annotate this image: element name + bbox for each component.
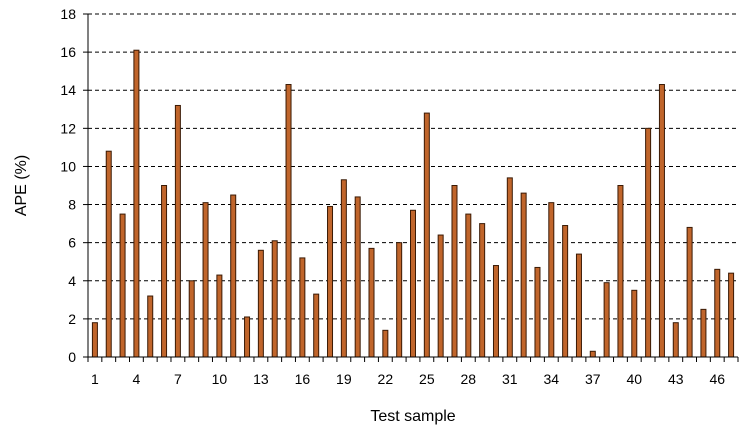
y-tick-label-16: 16 [60,44,76,60]
bar-sample-14 [271,240,278,358]
bar-sample-13 [257,249,264,358]
bar-sample-16 [299,257,306,358]
x-tick-label-22: 22 [378,371,394,387]
bar-sample-44 [686,226,693,358]
x-axis-title: Test sample [370,408,455,425]
bar-sample-1 [91,322,98,358]
x-tick-label-34: 34 [544,371,560,387]
bar-sample-11 [230,194,237,358]
bar-sample-15 [285,84,292,358]
y-tick-label-2: 2 [68,311,76,327]
x-tick-label-25: 25 [419,371,435,387]
x-tick-label-10: 10 [212,371,228,387]
bar-sample-4 [133,49,140,358]
bar-sample-21 [368,247,375,358]
bar-sample-18 [327,205,334,358]
x-tick-label-13: 13 [253,371,269,387]
y-tick-label-0: 0 [68,349,76,365]
bar-sample-41 [645,127,652,358]
bars [91,49,735,358]
bar-sample-34 [548,202,555,358]
bar-sample-26 [437,234,444,358]
bar-sample-27 [451,185,458,358]
bar-sample-19 [340,179,347,358]
bar-sample-42 [658,84,665,358]
bar-sample-25 [423,112,430,358]
x-tick-label-46: 46 [709,371,725,387]
y-tick-label-6: 6 [68,235,76,251]
bar-sample-43 [672,322,679,358]
bar-sample-23 [396,242,403,358]
y-tick-label-10: 10 [60,158,76,174]
bar-sample-39 [617,185,624,358]
bar-sample-40 [631,289,638,358]
x-tick-label-4: 4 [133,371,141,387]
bar-sample-35 [562,225,569,358]
x-tick-label-16: 16 [295,371,311,387]
bar-sample-9 [202,202,209,358]
bar-sample-33 [534,266,541,358]
y-axis-ticks: 0 2 4 6 8 10 12 14 16 18 [60,6,88,365]
bar-sample-45 [700,308,707,358]
bar-sample-6 [161,185,168,358]
bar-sample-7 [174,104,181,358]
bar-sample-10 [216,274,223,358]
bar-sample-5 [147,295,154,358]
y-tick-label-4: 4 [68,273,76,289]
bar-sample-17 [313,293,320,358]
x-tick-label-28: 28 [461,371,477,387]
y-axis-title: APE (%) [13,155,30,216]
bar-sample-3 [119,213,126,358]
bar-sample-46 [714,268,721,358]
x-axis-ticks: 1 4 7 10 13 16 19 22 25 28 31 34 37 40 43 46 [87,357,739,387]
bar-sample-47 [728,272,735,358]
x-tick-label-31: 31 [502,371,518,387]
y-tick-label-18: 18 [60,6,76,22]
x-tick-label-1: 1 [91,371,99,387]
bar-sample-31 [506,177,513,358]
bar-sample-36 [575,253,582,358]
bar-sample-2 [105,150,112,358]
x-tick-label-37: 37 [585,371,601,387]
bar-sample-24 [410,209,416,358]
x-tick-label-43: 43 [668,371,684,387]
bar-sample-32 [520,192,527,358]
bar-sample-8 [188,280,195,358]
y-tick-label-12: 12 [60,120,76,136]
bar-sample-38 [603,282,610,358]
bar-sample-12 [244,316,251,358]
bar-sample-30 [492,265,499,358]
bar-sample-20 [354,196,361,358]
y-tick-label-14: 14 [60,82,76,98]
bar-sample-29 [479,223,486,358]
y-tick-label-8: 8 [68,197,76,213]
bar-sample-37 [589,350,596,358]
x-tick-label-7: 7 [174,371,182,387]
x-tick-label-19: 19 [336,371,352,387]
x-tick-label-40: 40 [626,371,642,387]
bar-sample-28 [465,213,472,358]
gridlines [88,13,738,320]
bar-sample-22 [382,329,389,358]
